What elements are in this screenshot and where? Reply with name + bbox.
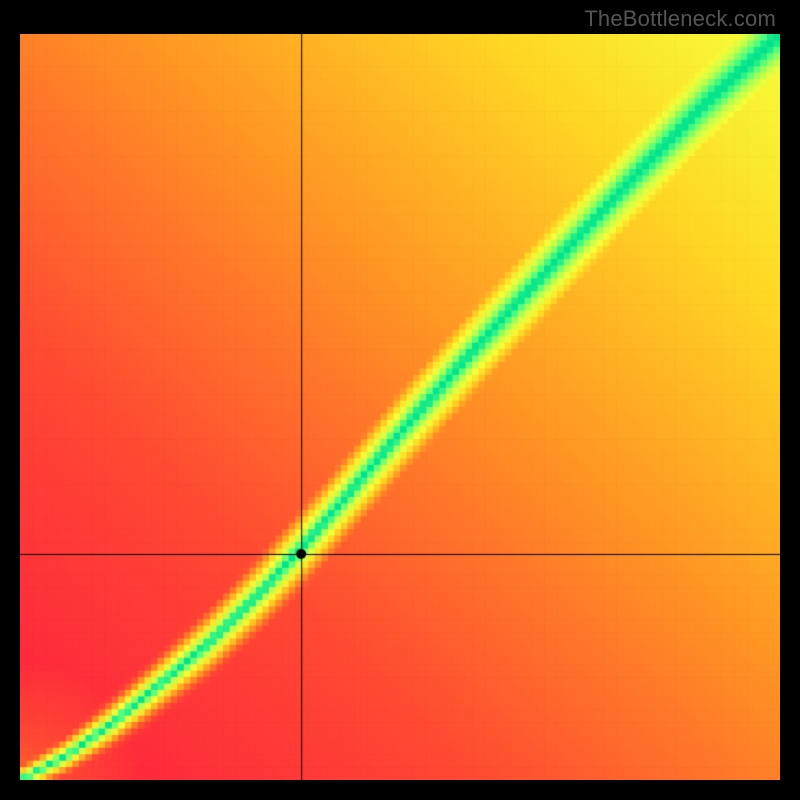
watermark-text: TheBottleneck.com bbox=[584, 6, 776, 32]
heatmap-canvas bbox=[20, 34, 780, 780]
heatmap-plot bbox=[20, 34, 780, 780]
chart-container: TheBottleneck.com bbox=[0, 0, 800, 800]
